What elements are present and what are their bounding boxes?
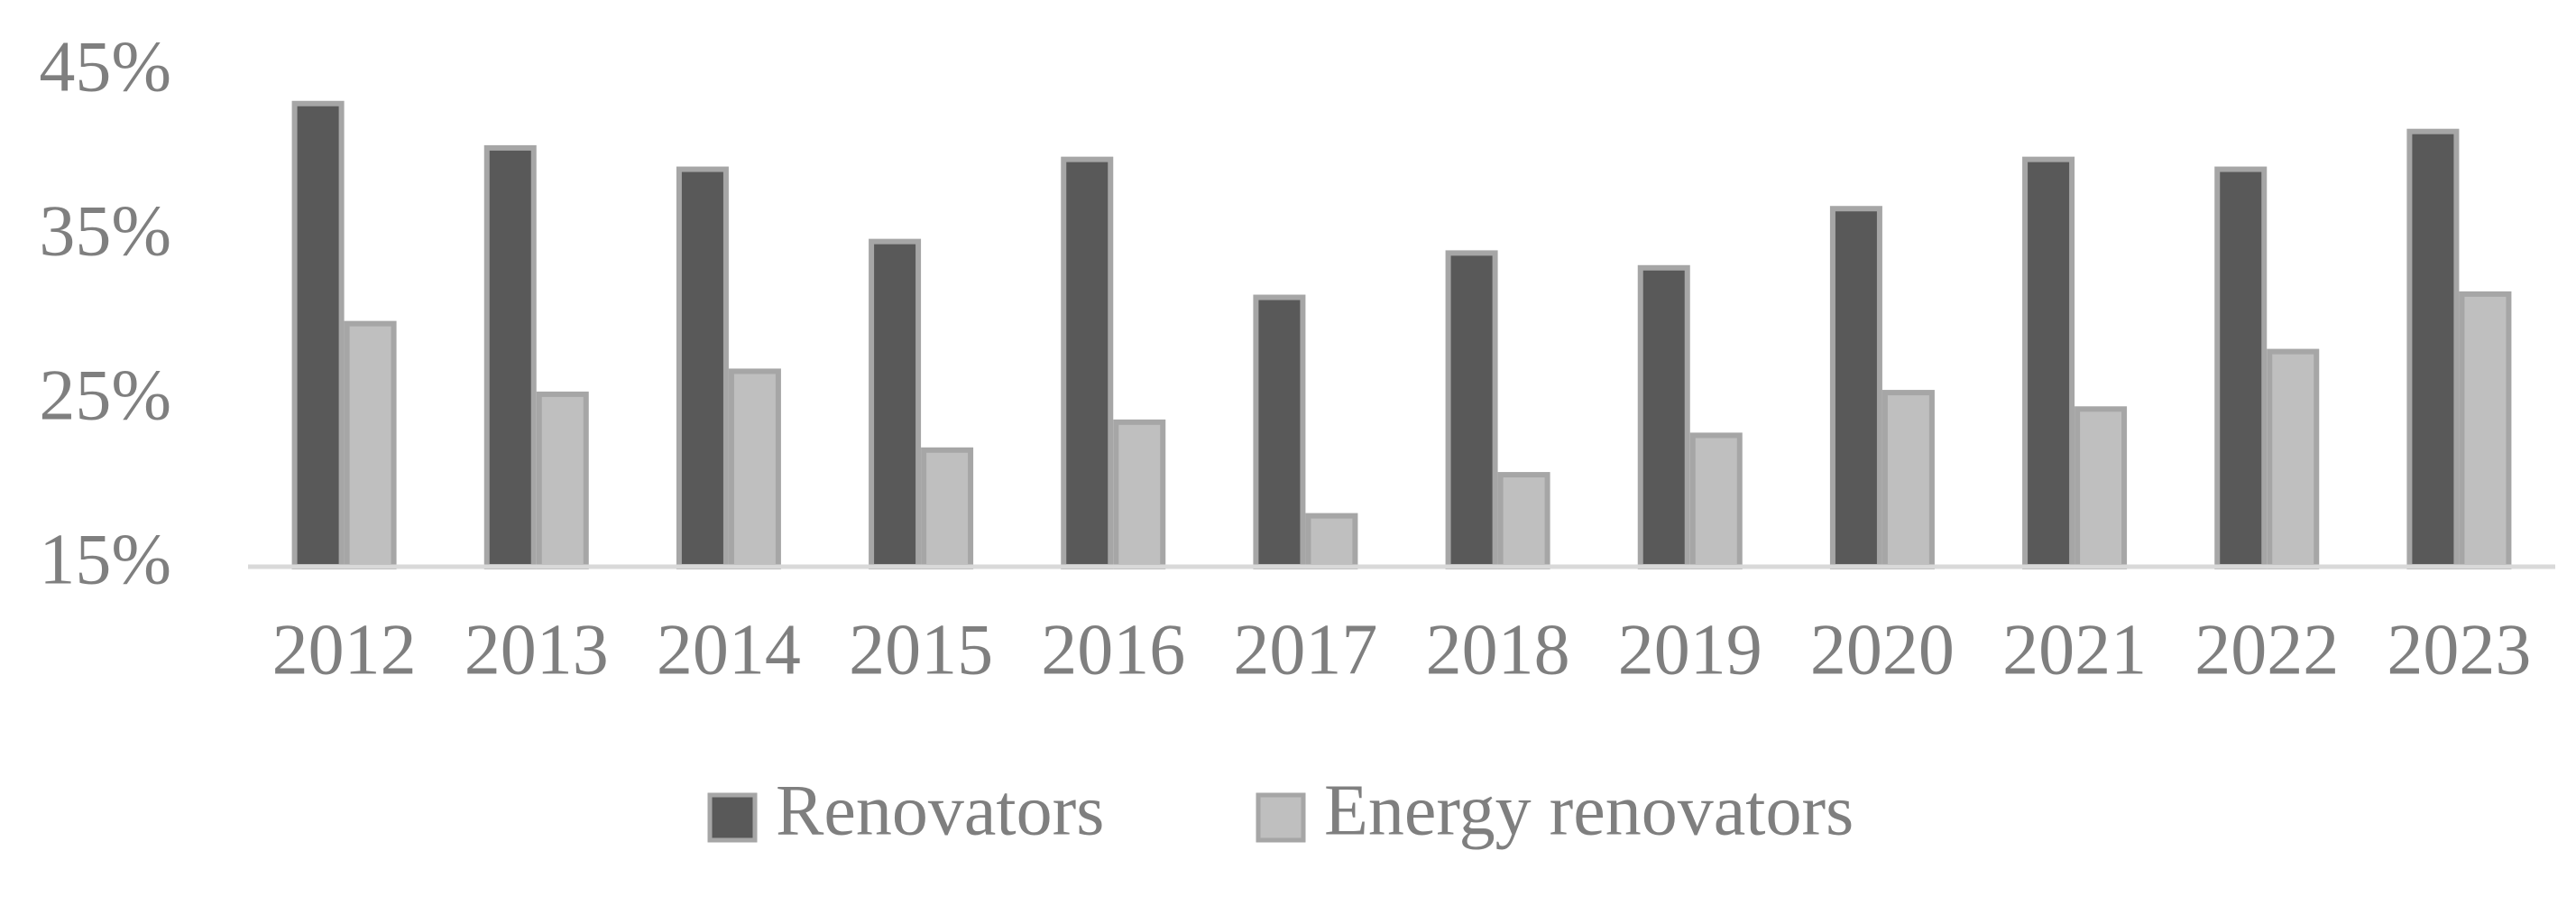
- bar: [728, 368, 781, 570]
- bar: [1253, 294, 1306, 569]
- bar: [2459, 291, 2512, 569]
- bar: [2075, 406, 2128, 569]
- bar: [483, 144, 537, 569]
- bar: [2267, 348, 2320, 569]
- x-tick-label: 2015: [849, 610, 993, 689]
- y-tick-label: 45%: [39, 27, 171, 106]
- bar: [291, 100, 345, 569]
- legend-label: Energy renovators: [1324, 771, 1854, 850]
- x-tick-label: 2012: [272, 610, 417, 689]
- bar: [921, 447, 974, 569]
- x-tick-label: 2021: [2002, 610, 2147, 689]
- bar: [2022, 156, 2075, 569]
- y-tick-label: 35%: [39, 191, 171, 271]
- x-tick-label: 2017: [1233, 610, 1377, 689]
- legend-swatch: [1256, 792, 1306, 843]
- x-tick-label: 2013: [465, 610, 609, 689]
- bar: [1305, 513, 1358, 570]
- bar: [1689, 432, 1743, 569]
- bar: [1829, 206, 1882, 570]
- x-tick-label: 2022: [2194, 610, 2339, 689]
- y-tick-label: 25%: [39, 356, 171, 435]
- y-tick-label: 15%: [39, 520, 171, 599]
- bar: [1445, 250, 1498, 569]
- legend-swatch: [707, 792, 758, 843]
- bar: [1061, 156, 1114, 569]
- bar: [2406, 128, 2460, 569]
- bar: [869, 238, 922, 569]
- bar: [1113, 419, 1166, 569]
- bar: [1881, 390, 1935, 569]
- x-tick-label: 2023: [2387, 610, 2531, 689]
- bar: [1497, 472, 1550, 570]
- bar: [1637, 264, 1690, 569]
- x-tick-label: 2014: [657, 610, 801, 689]
- x-tick-label: 2019: [1618, 610, 1762, 689]
- legend-label: Renovators: [776, 771, 1104, 850]
- bar: [2214, 166, 2268, 569]
- x-tick-label: 2016: [1041, 610, 1185, 689]
- bar: [344, 320, 397, 569]
- bar: [536, 391, 589, 569]
- bar: [676, 166, 729, 569]
- x-tick-label: 2018: [1426, 610, 1570, 689]
- x-tick-label: 2020: [1810, 610, 1955, 689]
